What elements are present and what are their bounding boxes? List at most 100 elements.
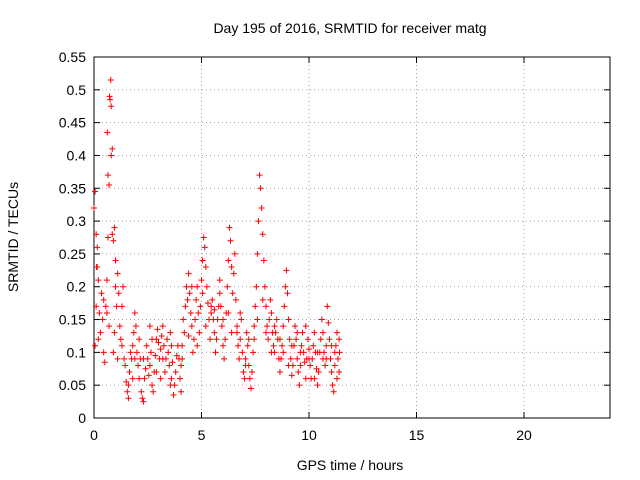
y-tick-label: 0.35	[59, 180, 86, 196]
data-point	[187, 309, 194, 316]
data-point	[211, 329, 218, 336]
data-point	[263, 303, 269, 310]
data-point	[217, 303, 224, 310]
data-point	[129, 342, 136, 349]
data-point	[179, 342, 186, 349]
data-point	[125, 395, 132, 402]
data-point	[273, 316, 280, 323]
data-point	[123, 378, 130, 385]
data-point	[167, 329, 174, 336]
data-point	[255, 218, 262, 225]
data-point	[188, 283, 195, 290]
data-point	[103, 277, 110, 284]
data-point	[254, 250, 261, 257]
data-point	[333, 375, 340, 382]
data-point	[181, 329, 188, 336]
data-point	[136, 336, 143, 343]
x-tick-label: 15	[409, 427, 425, 443]
y-tick-label: 0.3	[67, 213, 87, 229]
data-points	[91, 76, 343, 405]
data-point	[310, 342, 317, 349]
data-point	[260, 257, 267, 264]
data-point	[141, 375, 148, 382]
data-point	[150, 388, 157, 395]
data-point	[261, 283, 268, 290]
data-point	[302, 375, 309, 382]
data-point	[149, 336, 156, 343]
data-point	[295, 369, 302, 376]
data-point	[325, 319, 332, 326]
plot-frame	[93, 56, 611, 419]
data-point	[208, 303, 215, 310]
y-axis-label: SRMTID / TECUs	[5, 182, 21, 292]
data-point	[96, 309, 103, 316]
data-point	[317, 336, 324, 343]
data-point	[237, 336, 244, 343]
data-point	[147, 349, 154, 356]
data-point	[182, 303, 189, 310]
data-point	[241, 375, 248, 382]
data-point	[101, 359, 108, 366]
data-point	[121, 355, 128, 362]
data-point	[113, 303, 120, 310]
data-point	[102, 303, 109, 310]
data-point	[252, 303, 259, 310]
data-point	[184, 296, 191, 303]
data-point	[321, 349, 328, 356]
data-point	[129, 375, 136, 382]
data-point	[279, 342, 286, 349]
data-point	[153, 369, 160, 376]
data-point	[311, 375, 318, 382]
data-point	[166, 362, 173, 369]
data-point	[97, 329, 104, 336]
data-point	[114, 355, 121, 362]
data-point	[106, 323, 113, 330]
data-point	[132, 323, 139, 330]
data-point	[136, 375, 143, 382]
data-point	[263, 329, 269, 336]
data-point	[160, 342, 167, 349]
data-point	[194, 283, 201, 290]
data-point	[330, 388, 337, 395]
data-point	[296, 382, 303, 389]
data-point	[228, 329, 235, 336]
data-point	[212, 349, 219, 356]
data-point	[240, 369, 247, 376]
data-point	[168, 375, 175, 382]
data-point	[227, 237, 234, 244]
data-point	[103, 309, 110, 316]
data-point	[231, 250, 238, 257]
data-point	[178, 388, 185, 395]
data-point	[232, 296, 239, 303]
data-point	[302, 323, 309, 330]
data-point	[216, 277, 223, 284]
data-point	[104, 129, 111, 136]
x-tick-label: 20	[516, 427, 532, 443]
data-point	[152, 352, 159, 359]
data-point	[254, 316, 261, 323]
data-point	[335, 355, 342, 362]
data-point	[230, 270, 237, 277]
data-point	[146, 323, 153, 330]
data-point	[229, 290, 236, 297]
data-point	[242, 362, 249, 369]
data-point	[190, 336, 197, 343]
data-point	[293, 336, 300, 343]
data-point	[259, 231, 266, 238]
data-point	[94, 244, 101, 251]
data-point	[286, 336, 293, 343]
data-point	[140, 398, 147, 405]
data-point	[199, 290, 206, 297]
data-point	[104, 234, 111, 241]
data-point	[93, 231, 100, 238]
data-point	[157, 346, 164, 353]
data-point	[92, 342, 99, 349]
data-point	[218, 323, 225, 330]
data-point	[250, 349, 257, 356]
data-point	[106, 93, 113, 100]
data-point	[207, 336, 214, 343]
data-point	[165, 349, 172, 356]
x-tick-label: 5	[198, 427, 206, 443]
data-point	[115, 290, 122, 297]
data-point	[126, 369, 133, 376]
